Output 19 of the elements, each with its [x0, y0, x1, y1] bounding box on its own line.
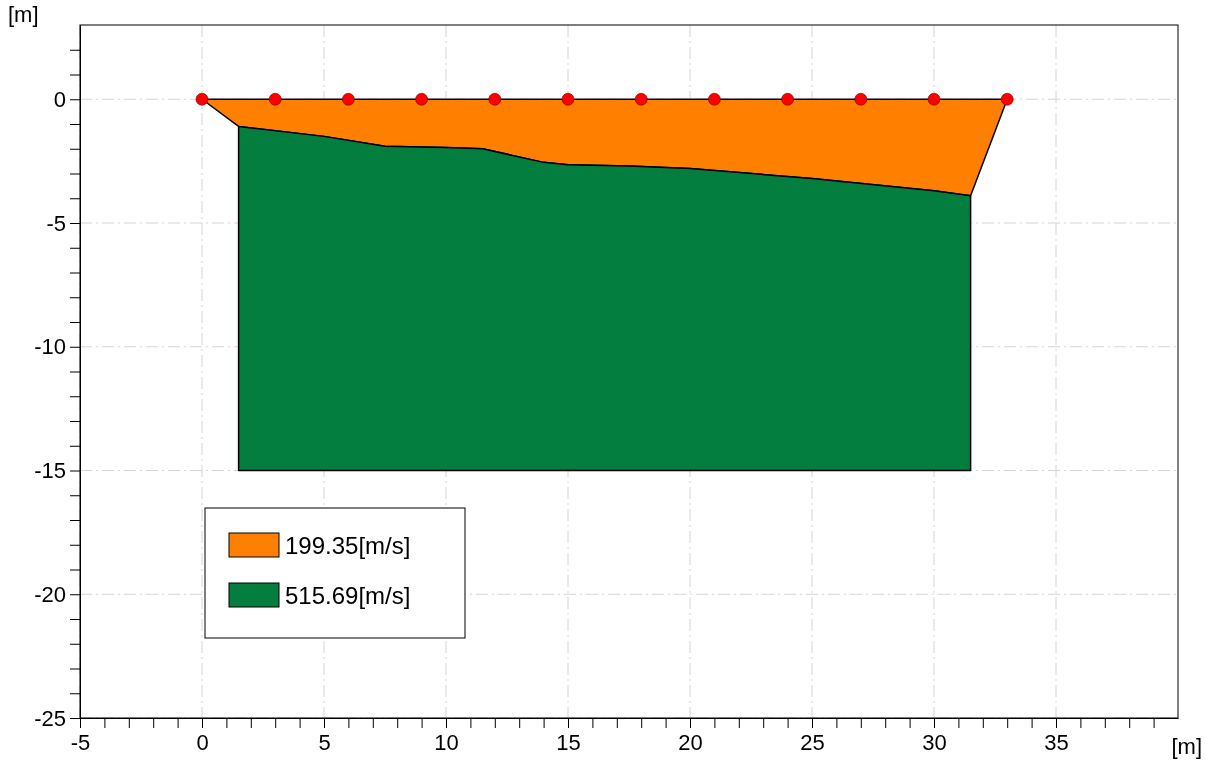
x-tick-label: -5: [70, 729, 91, 755]
x-tick-label: 0: [196, 729, 209, 755]
x-axis-title: [m]: [1171, 734, 1202, 759]
x-tick-label: 30: [922, 729, 947, 755]
y-tick-label: -10: [34, 334, 66, 360]
y-tick-label: 0: [53, 86, 66, 112]
x-tick-label: 20: [678, 729, 703, 755]
legend-label: 515.69[m/s]: [285, 582, 411, 609]
y-tick-label: -25: [34, 705, 66, 731]
legend-label: 199.35[m/s]: [285, 532, 411, 559]
x-tick-label: 5: [318, 729, 331, 755]
x-tick-label: 25: [800, 729, 825, 755]
y-axis-title: [m]: [8, 2, 39, 27]
x-tick-label: 10: [434, 729, 459, 755]
x-tick-label: 15: [556, 729, 581, 755]
y-tick-label: -15: [34, 458, 66, 484]
y-tick-label: -5: [46, 210, 66, 236]
x-tick-label: 35: [1044, 729, 1069, 755]
y-tick-label: -20: [34, 581, 66, 607]
